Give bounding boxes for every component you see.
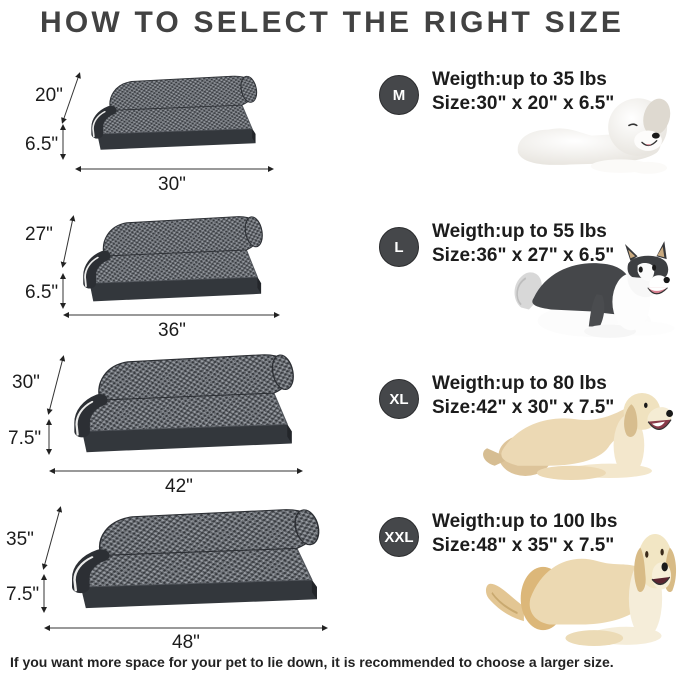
svg-text:6.5": 6.5" [25,134,58,155]
svg-text:6.5": 6.5" [25,282,58,303]
svg-text:7.5": 7.5" [8,428,41,449]
svg-text:30": 30" [158,174,186,195]
svg-text:30": 30" [12,372,40,393]
svg-text:42": 42" [165,476,193,497]
svg-text:35": 35" [6,529,34,550]
svg-text:48": 48" [172,632,200,653]
svg-text:20": 20" [35,85,63,106]
svg-text:27": 27" [25,224,53,245]
svg-text:36": 36" [158,320,186,341]
svg-text:7.5": 7.5" [6,584,39,605]
